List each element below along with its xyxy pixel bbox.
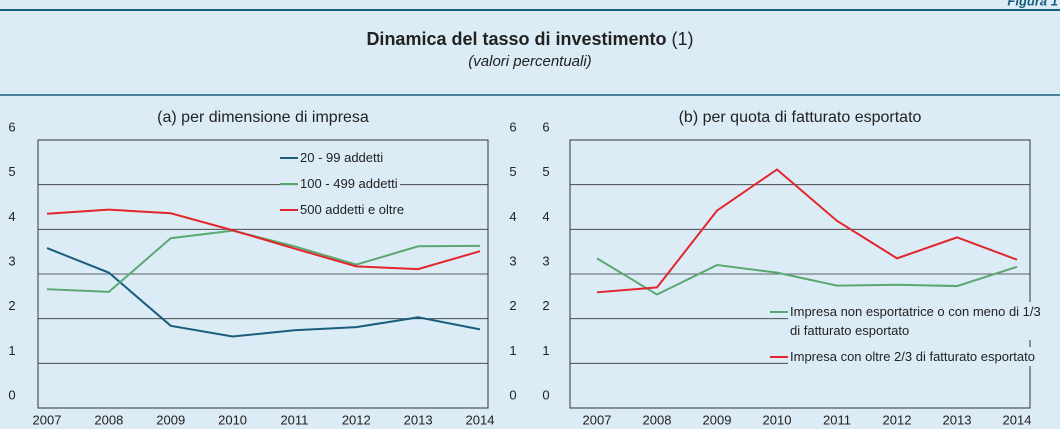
series-line <box>596 168 1018 294</box>
y-tick-label: 1 <box>509 343 516 358</box>
x-tick-label: 2007 <box>33 412 62 427</box>
x-tick-label: 2008 <box>94 412 123 427</box>
figure-label: Figura 1 <box>1007 0 1058 8</box>
x-tick-label: 2010 <box>763 412 792 427</box>
x-tick-label: 2009 <box>703 412 732 427</box>
y-tick-label: 4 <box>509 209 516 224</box>
y-tick-label: 5 <box>509 164 516 179</box>
legend-label: 500 addetti e oltre <box>298 200 407 219</box>
panel-title: (b) per quota di fatturato esportato <box>679 109 922 126</box>
y-tick-label: 6 <box>509 119 516 134</box>
x-tick-label: 2012 <box>342 412 371 427</box>
subtitle: (valori percentuali) <box>468 53 591 70</box>
x-tick-label: 2013 <box>943 412 972 427</box>
legend-label: 20 - 99 addetti <box>298 148 386 167</box>
y-tick-label: 1 <box>542 343 549 358</box>
legend-item: Impresa non esportatrice o con meno di 1… <box>788 302 1046 340</box>
x-tick-label: 2012 <box>883 412 912 427</box>
y-tick-label: 5 <box>542 164 549 179</box>
legend-item: 100 - 499 addetti <box>298 174 400 193</box>
legend-label: 100 - 499 addetti <box>298 174 400 193</box>
legend-label: Impresa con oltre 2/3 di fatturato espor… <box>788 347 1037 366</box>
title-note: (1) <box>672 29 694 49</box>
y-tick-label: 0 <box>542 387 549 402</box>
y-tick-label: 5 <box>8 164 15 179</box>
y-tick-label: 2 <box>542 298 549 313</box>
y-tick-label: 0 <box>509 387 516 402</box>
series-line <box>46 247 481 338</box>
x-tick-label: 2008 <box>643 412 672 427</box>
y-tick-label: 2 <box>8 298 15 313</box>
series-line <box>46 208 481 271</box>
y-tick-label: 3 <box>509 253 516 268</box>
y-tick-label: 3 <box>8 253 15 268</box>
legend-item: 20 - 99 addetti <box>298 148 386 167</box>
title: Dinamica del tasso di investimento (1) <box>366 29 693 49</box>
y-tick-label: 2 <box>509 298 516 313</box>
x-tick-label: 2011 <box>823 412 851 427</box>
legend-label: Impresa non esportatrice o con meno di 1… <box>788 302 1046 340</box>
y-tick-label: 4 <box>542 209 549 224</box>
x-tick-label: 2014 <box>466 412 495 427</box>
title-main: Dinamica del tasso di investimento <box>366 29 666 49</box>
y-tick-label: 0 <box>8 387 15 402</box>
y-tick-label: 3 <box>542 253 549 268</box>
x-tick-label: 2013 <box>404 412 433 427</box>
series-line <box>596 257 1018 296</box>
x-tick-label: 2010 <box>218 412 247 427</box>
x-tick-label: 2009 <box>156 412 185 427</box>
legend-item: Impresa con oltre 2/3 di fatturato espor… <box>788 347 1037 366</box>
x-tick-label: 2014 <box>1003 412 1032 427</box>
panel-title: (a) per dimensione di impresa <box>157 109 369 126</box>
y-tick-label: 1 <box>8 343 15 358</box>
x-tick-label: 2007 <box>583 412 612 427</box>
y-tick-label: 6 <box>8 119 15 134</box>
y-tick-label: 6 <box>542 119 549 134</box>
legend-item: 500 addetti e oltre <box>298 200 407 219</box>
x-tick-label: 2011 <box>280 412 308 427</box>
y-tick-label: 4 <box>8 209 15 224</box>
